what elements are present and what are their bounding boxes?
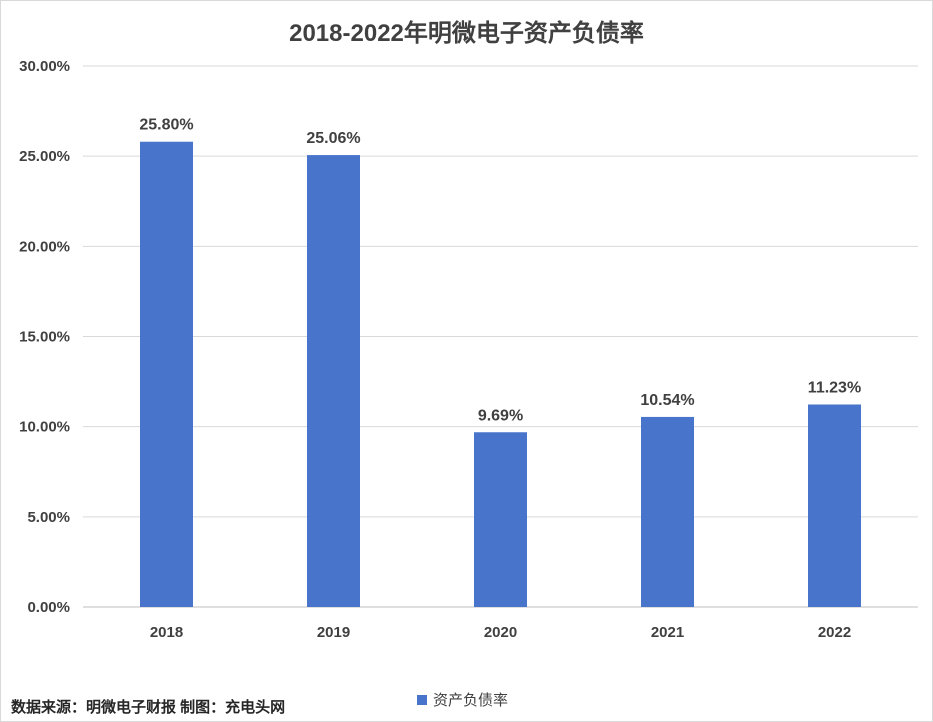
y-tick-label: 10.00%: [19, 419, 70, 436]
bar-chart: 0.00% 5.00% 10.00% 15.00% 20.00% 25.00% 30.00%…: [19, 58, 918, 641]
bar[interactable]: [474, 432, 527, 607]
y-tick-label: 0.00%: [27, 599, 70, 616]
x-tick-label: 2018: [150, 624, 183, 641]
y-tick-label: 20.00%: [19, 238, 70, 255]
x-tick-label: 2021: [651, 624, 684, 641]
bar[interactable]: [641, 416, 694, 607]
legend-swatch: [417, 694, 427, 705]
data-label: 25.06%: [306, 130, 360, 147]
data-label: 25.80%: [139, 117, 193, 134]
bars: [140, 141, 861, 608]
legend-label: 资产负债率: [433, 692, 509, 709]
x-tick-label: 2019: [317, 624, 350, 641]
y-tick-label: 30.00%: [19, 58, 70, 75]
x-tick-label: 2022: [818, 624, 851, 641]
y-tick-label: 15.00%: [19, 329, 70, 346]
data-label: 9.69%: [478, 407, 523, 424]
bar[interactable]: [808, 404, 861, 607]
data-label: 10.54%: [640, 392, 694, 409]
y-tick-label: 25.00%: [19, 148, 70, 165]
data-label: 11.23%: [808, 379, 861, 396]
legend[interactable]: 资产负债率: [417, 689, 508, 710]
source-note: 数据来源：明微电子财报 制图：充电头网: [11, 699, 286, 716]
bar[interactable]: [307, 155, 360, 608]
y-axis-ticks: 0.00% 5.00% 10.00% 15.00% 20.00% 25.00% 30.00%: [19, 58, 70, 616]
data-labels: 25.80% 25.06% 9.69% 10.54% 11.23%: [139, 117, 861, 425]
x-tick-label: 2020: [484, 624, 517, 641]
chart-title: 2018-2022年明微电子资产负债率: [289, 20, 644, 47]
y-tick-label: 5.00%: [27, 509, 70, 526]
x-axis-ticks: 2018 2019 2020 2021 2022: [150, 624, 851, 641]
bar[interactable]: [140, 141, 193, 608]
